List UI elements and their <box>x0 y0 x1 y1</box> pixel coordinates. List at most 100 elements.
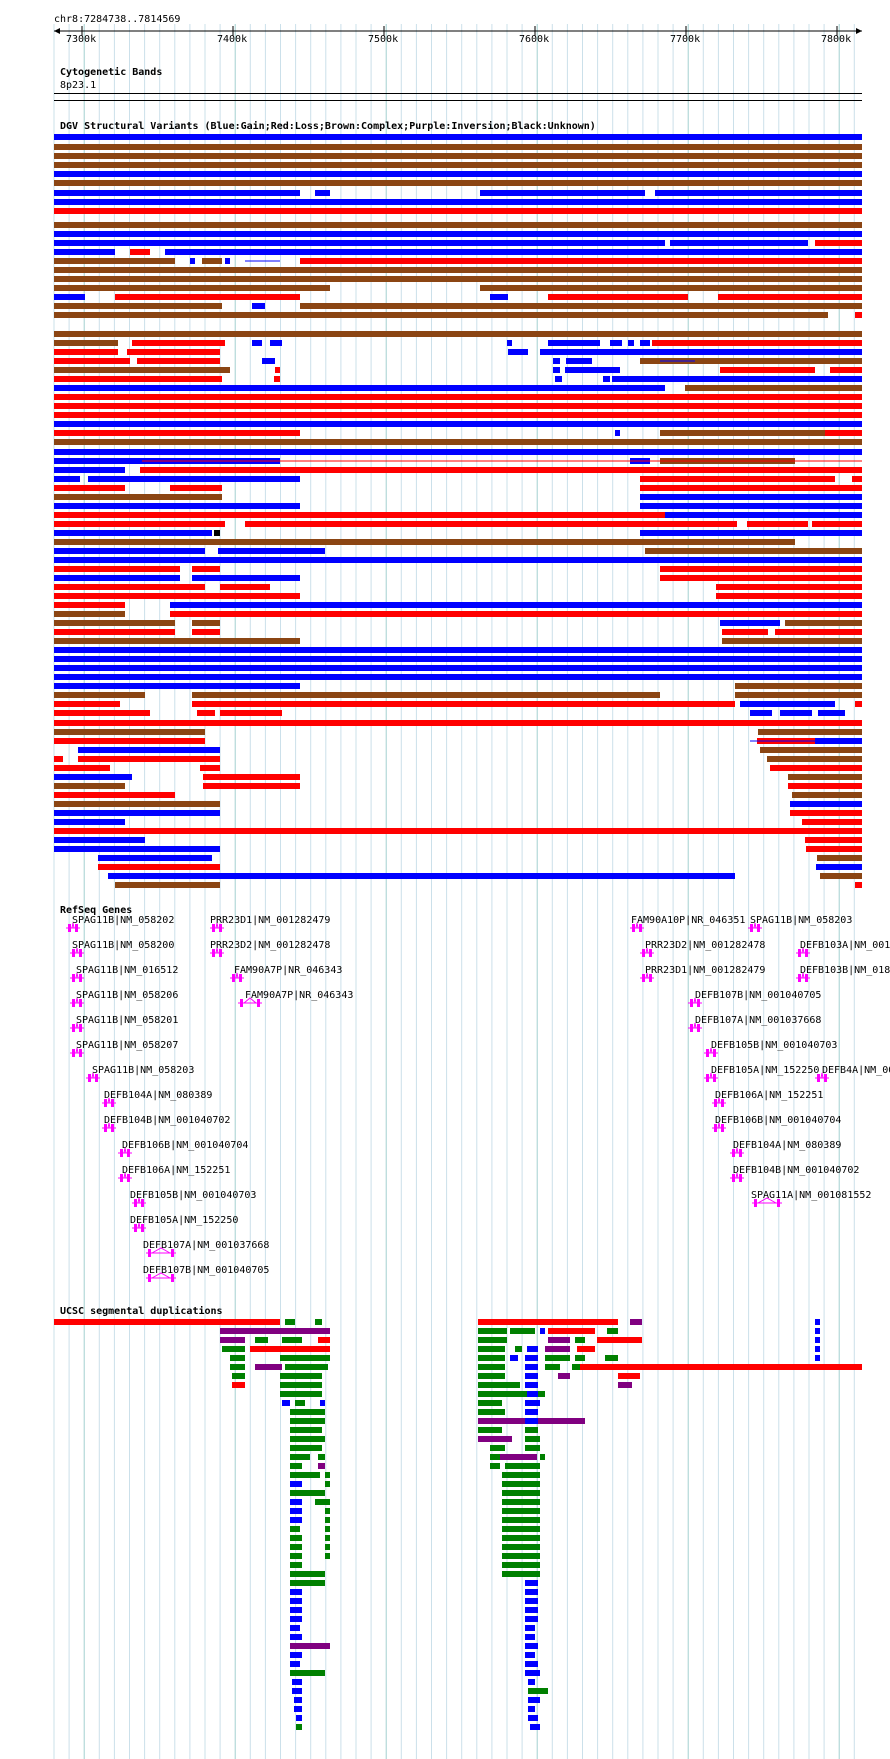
gene-label[interactable]: SPAG11B|NM_058207 <box>76 1040 179 1051</box>
dgv-variant <box>98 864 220 870</box>
gene-label[interactable]: DEFB103A|NM_001 <box>800 940 890 951</box>
ruler-tick-7800k: 7800k <box>821 34 852 45</box>
gene-label[interactable]: DEFB105A|NM_152250 <box>711 1065 820 1076</box>
gene-label[interactable]: DEFB105A|NM_152250 <box>130 1215 239 1226</box>
dgv-variant <box>628 340 634 346</box>
dgv-variant <box>54 701 120 707</box>
dgv-variant <box>640 340 650 346</box>
cytoband-bar <box>54 100 862 101</box>
gene-label[interactable]: SPAG11A|NM_001081552 <box>751 1190 872 1201</box>
dgv-variant <box>132 340 225 346</box>
gene-label[interactable]: DEFB104B|NM_001040702 <box>733 1165 860 1176</box>
dgv-variant <box>115 882 220 888</box>
dgv-variant <box>78 747 220 753</box>
dgv-variant <box>640 530 862 536</box>
gene-label[interactable]: DEFB106A|NM_152251 <box>122 1165 231 1176</box>
segdup-feature <box>294 1697 302 1703</box>
gene-label[interactable]: SPAG11B|NM_016512 <box>76 965 179 976</box>
refseq-track-title[interactable]: RefSeq Genes <box>60 905 133 916</box>
dgv-variant <box>54 819 125 825</box>
gene-exon <box>721 1099 724 1107</box>
dgv-variant <box>775 629 862 635</box>
segdup-feature <box>502 1553 540 1559</box>
segdup-feature <box>290 1445 322 1451</box>
segdup-feature <box>290 1508 302 1514</box>
segdup-feature <box>290 1571 325 1577</box>
gene-label[interactable]: DEFB107A|NM_001037668 <box>695 1015 822 1026</box>
dgv-variant <box>54 385 665 391</box>
segdup-track-title[interactable]: UCSC segmental duplications <box>60 1306 223 1317</box>
gene-label[interactable]: SPAG11B|NM_058206 <box>76 990 179 1001</box>
gene-label[interactable]: SPAG11B|NM_058202 <box>72 915 175 926</box>
gene-label[interactable]: FAM90A10P|NR_046351 <box>631 915 746 926</box>
segdup-feature <box>290 1607 302 1613</box>
gene-strand-marker <box>123 1172 127 1179</box>
gene-label[interactable]: DEFB107B|NM_001040705 <box>695 990 822 1001</box>
segdup-feature <box>290 1418 325 1424</box>
gene-label[interactable]: DEFB4A|NM_00 <box>822 1065 890 1076</box>
gene-exon <box>706 1074 709 1082</box>
gene-label[interactable]: PRR23D2|NM_001282478 <box>210 940 331 951</box>
gene-exon <box>239 974 242 982</box>
gene-exon <box>75 924 78 932</box>
ruler-tick-7500k: 7500k <box>368 34 399 45</box>
gene-exon <box>127 1149 130 1157</box>
gene-strand-marker <box>820 1072 824 1079</box>
gene-label[interactable]: DEFB107B|NM_001040705 <box>143 1265 270 1276</box>
segdup-feature <box>545 1364 560 1370</box>
gene-label[interactable]: DEFB103B|NM_018 <box>800 965 890 976</box>
gene-label[interactable]: SPAG11B|NM_058201 <box>76 1015 179 1026</box>
dgv-variant <box>665 512 862 518</box>
gene-label[interactable]: SPAG11B|NM_058203 <box>750 915 853 926</box>
gene-label[interactable]: DEFB107A|NM_001037668 <box>143 1240 270 1251</box>
gene-exon <box>134 1199 137 1207</box>
gene-label[interactable]: DEFB104B|NM_001040702 <box>104 1115 231 1126</box>
dgv-variant <box>815 240 862 246</box>
gene-strand-marker <box>75 1022 79 1029</box>
gene-exon <box>232 974 235 982</box>
dgv-track-title[interactable]: DGV Structural Variants (Blue:Gain;Red:L… <box>60 121 596 132</box>
segdup-feature <box>285 1364 328 1370</box>
gene-label[interactable]: DEFB106B|NM_001040704 <box>715 1115 842 1126</box>
gene-label[interactable]: FAM90A7P|NR_046343 <box>245 990 354 1001</box>
segdup-feature <box>540 1328 545 1334</box>
dgv-variant <box>825 430 862 436</box>
gene-strand-marker <box>709 1047 713 1054</box>
segdup-feature <box>325 1508 330 1514</box>
dgv-variant <box>720 367 815 373</box>
gene-label[interactable]: DEFB105B|NM_001040703 <box>711 1040 838 1051</box>
gene-label[interactable]: SPAG11B|NM_058200 <box>72 940 175 951</box>
cytoband-track-title[interactable]: Cytogenetic Bands <box>60 67 163 78</box>
dgv-variant <box>54 720 862 726</box>
gene-strand-marker <box>107 1097 111 1104</box>
segdup-feature <box>525 1607 538 1613</box>
gene-strand-marker <box>123 1147 127 1154</box>
gene-label[interactable]: DEFB104A|NM_080389 <box>733 1140 842 1151</box>
gene-label[interactable]: PRR23D2|NM_001282478 <box>645 940 766 951</box>
gene-label[interactable]: DEFB106A|NM_152251 <box>715 1090 824 1101</box>
gene-label[interactable]: PRR23D1|NM_001282479 <box>645 965 766 976</box>
segdup-feature <box>325 1481 330 1487</box>
dgv-variant <box>170 611 862 617</box>
gene-label[interactable]: DEFB105B|NM_001040703 <box>130 1190 257 1201</box>
gene-label[interactable]: SPAG11B|NM_058203 <box>92 1065 195 1076</box>
dgv-variant <box>718 294 862 300</box>
dgv-variant <box>275 367 280 373</box>
dgv-variant <box>203 783 300 789</box>
gene-label[interactable]: DEFB106B|NM_001040704 <box>122 1140 249 1151</box>
gene-label[interactable]: FAM90A7P|NR_046343 <box>234 965 343 976</box>
gene-exon <box>79 974 82 982</box>
dgv-variant <box>54 638 300 644</box>
dgv-variant <box>54 208 862 214</box>
segdup-feature <box>525 1634 535 1640</box>
dgv-variant <box>108 873 735 879</box>
gene-strand-marker <box>91 1072 95 1079</box>
dgv-variant <box>54 611 125 617</box>
gene-label[interactable]: PRR23D1|NM_001282479 <box>210 915 331 926</box>
segdup-feature <box>525 1625 535 1631</box>
segdup-feature <box>290 1436 325 1442</box>
segdup-feature <box>300 1373 322 1379</box>
dgv-variant <box>165 249 862 255</box>
dgv-variant <box>565 367 620 373</box>
gene-label[interactable]: DEFB104A|NM_080389 <box>104 1090 213 1101</box>
